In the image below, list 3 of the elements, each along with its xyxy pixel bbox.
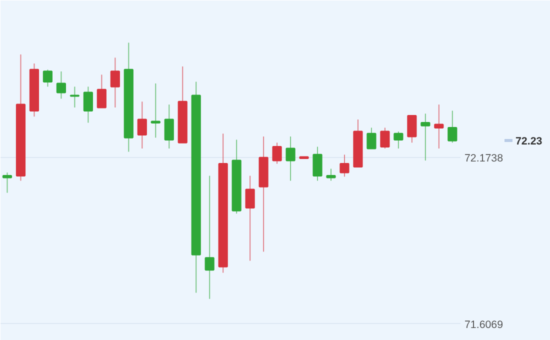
- y-tick-label: 72.1738: [464, 152, 504, 165]
- y-tick-label: 71.6069: [464, 318, 504, 331]
- text: 72.23: [516, 136, 542, 148]
